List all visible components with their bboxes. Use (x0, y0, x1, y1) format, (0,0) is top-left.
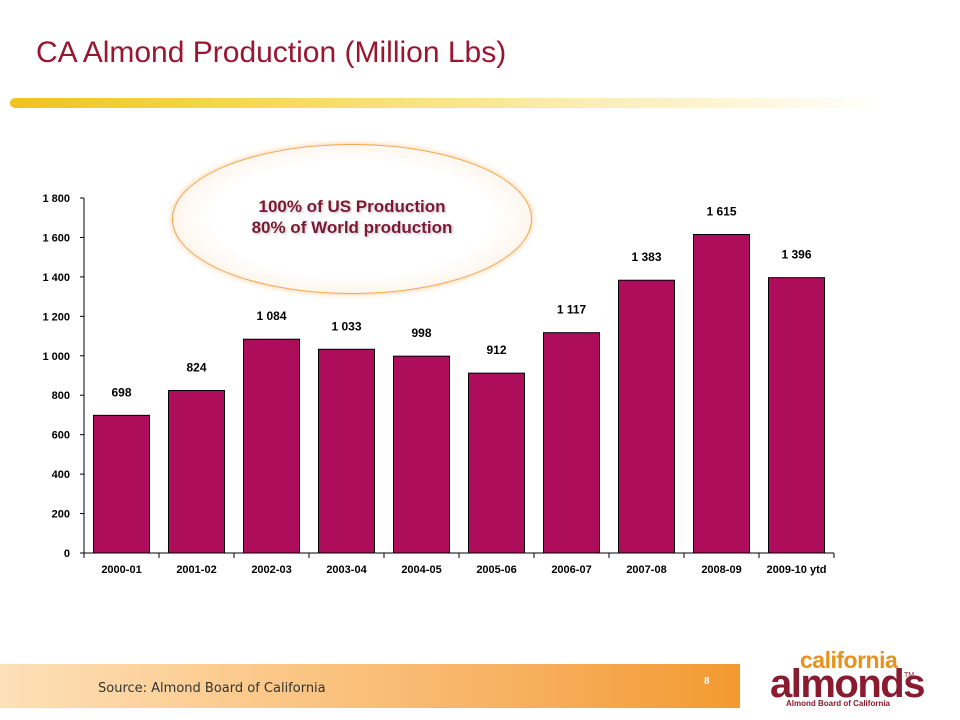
x-tick-label: 2002-03 (251, 564, 291, 576)
bar-value-label: 824 (186, 360, 206, 374)
x-tick-label: 2003-04 (326, 564, 367, 576)
bar-value-label: 1 383 (631, 250, 661, 264)
bar (243, 338, 300, 554)
bar-value-label: 998 (411, 326, 431, 340)
slide-title: CA Almond Production (Million Lbs) (36, 36, 507, 69)
x-tick-label: 2006-07 (551, 564, 591, 576)
y-tick-label: 200 (52, 509, 70, 521)
logo-board-text: Almond Board of California (786, 699, 890, 708)
callout-line-1: 100% of US Production (258, 197, 446, 216)
logo-tm-text: TM (904, 672, 915, 679)
y-tick-label: 0 (64, 548, 70, 560)
logo-almonds-text: almonds (770, 662, 925, 706)
bar (468, 372, 525, 554)
y-tick-label: 800 (52, 390, 70, 402)
bar (768, 277, 825, 554)
footer-bar (0, 664, 740, 708)
bar-chart: 0 200 400 600 800 1 000 1 200 1 400 1 600 1 800 6… (42, 193, 835, 576)
chart-labels: 698 2000-01 824 2001-02 1 084 2002-03 1 033 200… (101, 204, 826, 576)
bar (693, 233, 750, 554)
y-tick-label: 1 000 (42, 351, 70, 363)
x-tick-label: 2007-08 (626, 564, 666, 576)
bar (168, 389, 225, 554)
callout-line-2: 80% of World production (251, 218, 453, 237)
y-tick-label: 1 200 (42, 311, 70, 323)
bar (543, 332, 600, 554)
x-tick-label: 2000-01 (101, 564, 141, 576)
y-tick-label: 1 800 (42, 193, 70, 205)
bar (393, 355, 450, 554)
callout-ellipse (172, 144, 532, 294)
x-tick-label: 2009-10 ytd (767, 564, 827, 576)
bar-value-label: 1 117 (557, 303, 587, 317)
x-tick-label: 2001-02 (176, 564, 216, 576)
y-tick-label: 400 (52, 469, 70, 481)
bar-value-label: 912 (486, 343, 506, 357)
bar-value-label: 1 033 (331, 319, 361, 333)
x-tick-label: 2008-09 (701, 564, 741, 576)
bar (318, 348, 375, 554)
bar (93, 414, 150, 554)
x-tick-label: 2005-06 (476, 564, 516, 576)
bar-value-label: 698 (111, 385, 131, 399)
page-number: 8 (704, 676, 710, 687)
chart-bars (93, 233, 825, 554)
source-note: Source: Almond Board of California (98, 681, 326, 696)
title-underline (10, 98, 880, 108)
x-tick-label: 2004-05 (401, 564, 441, 576)
bar-value-label: 1 396 (781, 248, 811, 262)
callout-text: 100% of US Production 80% of World produ… (172, 196, 532, 238)
bar-value-label: 1 084 (256, 309, 286, 323)
y-tick-label: 1 600 (42, 232, 70, 244)
bar-value-label: 1 615 (706, 204, 736, 218)
logo-california-text: california (800, 647, 898, 673)
bar (618, 279, 675, 554)
y-tick-label: 1 400 (42, 272, 70, 284)
y-tick-label: 600 (52, 430, 70, 442)
